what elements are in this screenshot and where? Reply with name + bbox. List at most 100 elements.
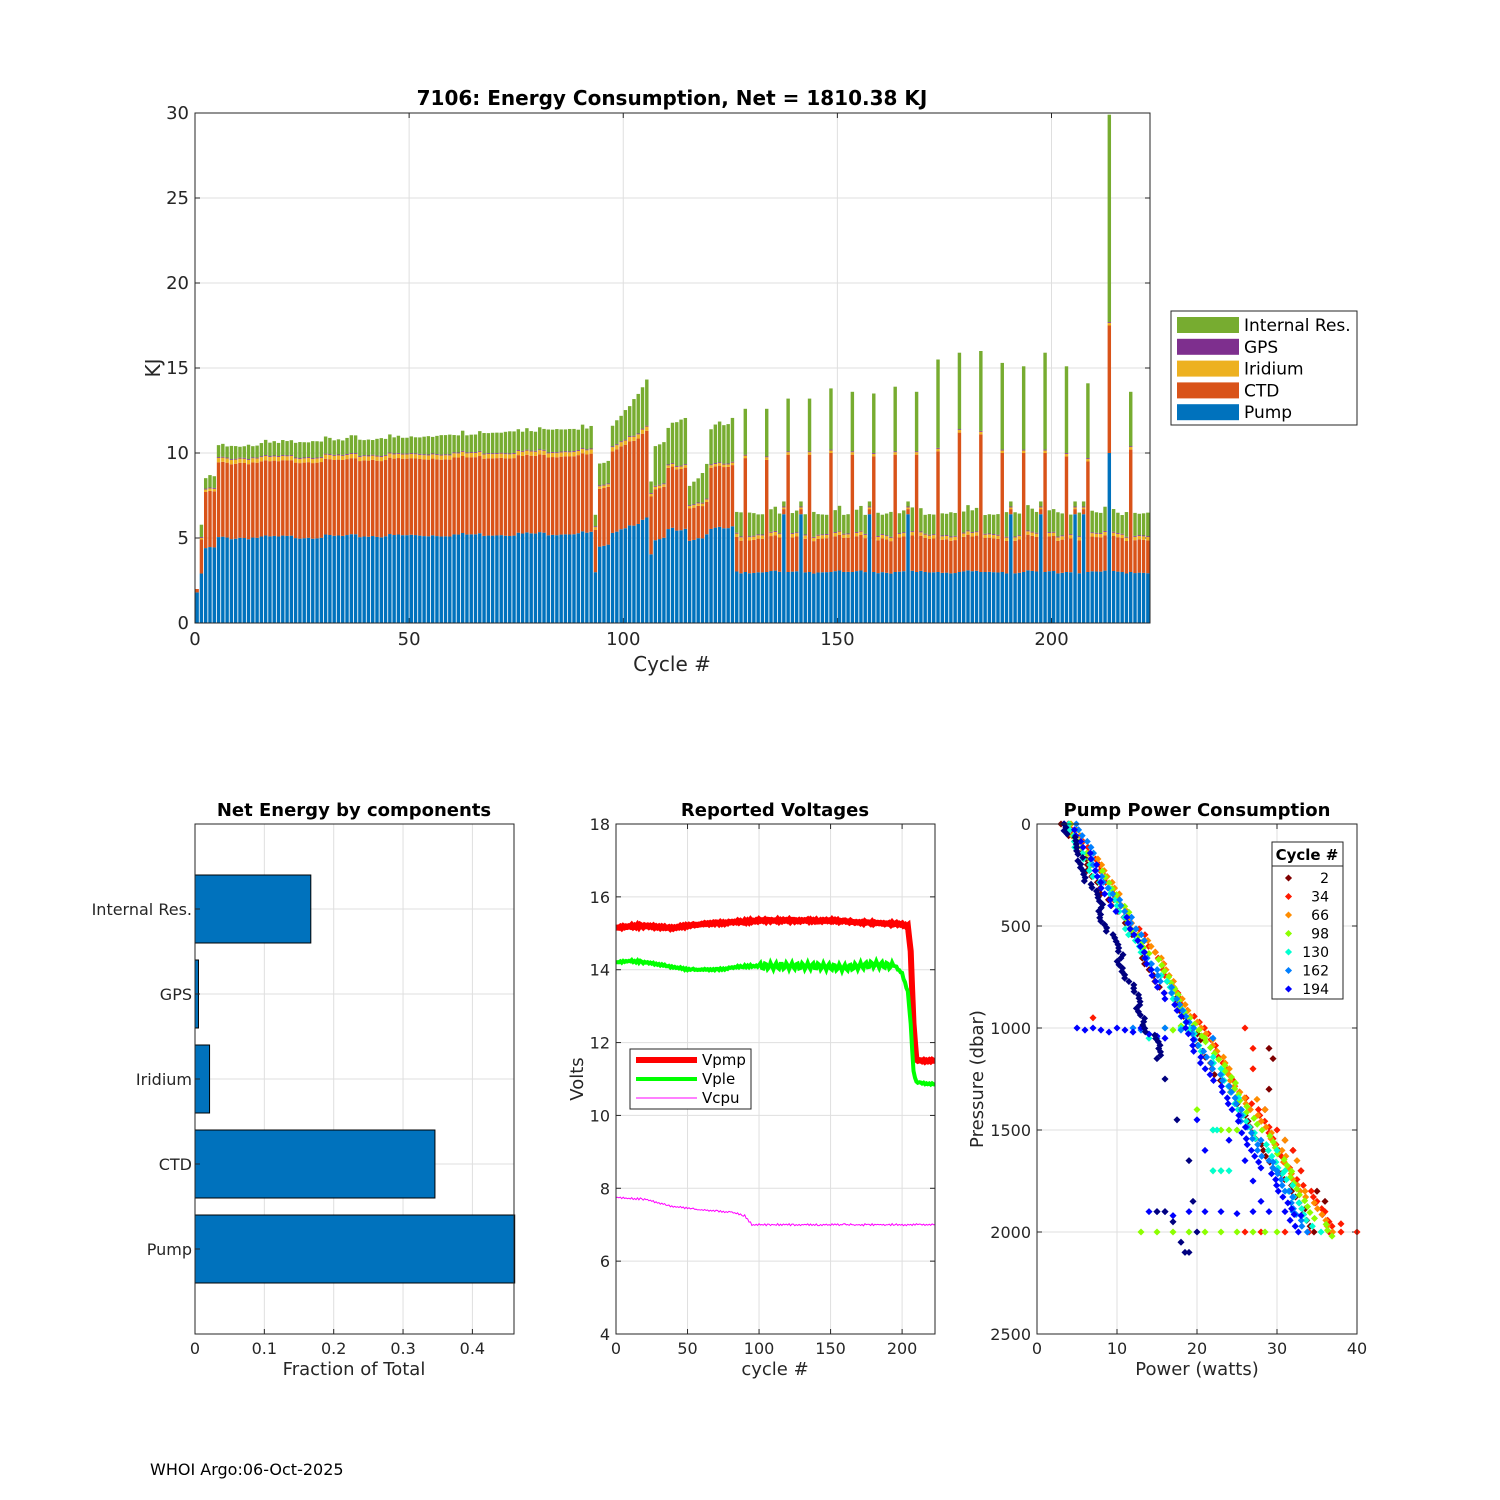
bar-iridium [1017,536,1022,540]
bar-internal [229,445,234,460]
bar-ctd [675,469,679,531]
bar-internal [400,437,405,454]
scatter-point [1217,1082,1225,1090]
bar-pump [392,535,396,623]
bar-ctd [426,459,431,537]
bar-ctd [927,538,932,573]
bar-iridium [1047,533,1052,537]
bar-internal [799,501,803,507]
bar-gps [889,536,893,538]
bar-ctd [1069,538,1073,573]
bar-pump [349,534,354,623]
bar-internal [251,446,255,458]
bar-internal [259,443,264,457]
bar-pump [833,571,837,623]
bar-internal [533,431,538,451]
bar-pump [1086,572,1090,623]
bar-internal [358,439,362,456]
bar-internal [953,512,957,536]
bar-gps [242,457,246,459]
scatter-point [1182,1018,1190,1026]
bar-internal [405,437,409,454]
bar-iridium [516,450,521,456]
bar-ctd [692,507,696,540]
bar-ctd [713,466,718,528]
bar-ctd [375,460,379,537]
bar-pump [225,537,229,623]
bar-internal [233,446,238,459]
bar-pump [413,535,418,623]
bar-ctd [872,456,876,572]
bar-ctd [430,458,435,536]
bar-pump [640,519,645,623]
bar-iridium [991,534,996,539]
chart-title: 7106: Energy Consumption, Net = 1810.38 … [417,86,928,110]
bar-internal [1081,501,1086,507]
bar-ctd [520,455,525,534]
bar-gps [914,451,919,453]
bar-internal [563,429,568,452]
bar-gps [645,425,649,427]
bar-gps [747,536,752,538]
component-bar [194,1214,516,1284]
bar-internal [379,438,384,456]
bar-iridium [816,535,820,539]
bar-gps [1111,531,1116,533]
bar-iridium [619,442,623,447]
bar-pump [743,572,748,623]
scatter-point [1206,1071,1214,1079]
bar-gps [850,451,855,453]
bar-ctd [311,463,315,539]
bar-ctd [919,535,923,571]
bar-iridium [910,532,915,536]
bar-pump [902,571,906,623]
bar-ctd [615,449,619,532]
bar-pump [859,570,863,623]
bar-iridium [298,458,302,464]
bar-internal [919,508,923,532]
scatter-point [1197,1053,1205,1061]
bar-internal [739,512,743,537]
bar-gps [752,535,756,537]
legend-label: 98 [1311,927,1329,943]
bar-iridium [923,534,927,538]
bar-iridium [944,535,949,540]
scatter-point [1286,1216,1294,1224]
bar-iridium [786,452,790,455]
bar-gps [229,459,234,461]
bar-pump [559,534,563,623]
scatter-point [1304,1203,1312,1211]
bar-iridium [418,454,422,459]
bar-pump [199,573,204,623]
bar-gps [426,454,431,456]
bar-ctd [499,457,503,536]
bar-gps [696,502,700,504]
bar-ctd [730,465,735,527]
bar-ctd [606,486,610,545]
bar-pump [692,539,696,623]
bar-gps [657,484,662,486]
scatter-point [1153,983,1162,991]
bar-pump [940,572,945,623]
scatter-point [1177,1012,1185,1020]
bar-iridium [448,455,452,460]
bar-iridium [1111,532,1116,536]
x-axis-label: Cycle # [633,652,711,676]
scatter-point [1075,826,1083,834]
bar-iridium [293,458,298,463]
bar-iridium [1026,531,1030,535]
bar-pump [846,571,850,623]
bar-internal [525,428,529,450]
x-tick-label: 0 [611,1339,621,1358]
bar-iridium [700,503,705,507]
x-tick-label: 0 [1032,1339,1042,1358]
scatter-point [1277,1175,1285,1184]
bar-gps [940,535,945,537]
bar-iridium [392,454,396,459]
bar-internal [765,408,769,457]
bar-pump [632,525,636,623]
scatter-point [1195,1026,1203,1034]
bar-pump [439,536,443,623]
bar-internal [512,431,516,454]
bar-pump [961,571,966,623]
